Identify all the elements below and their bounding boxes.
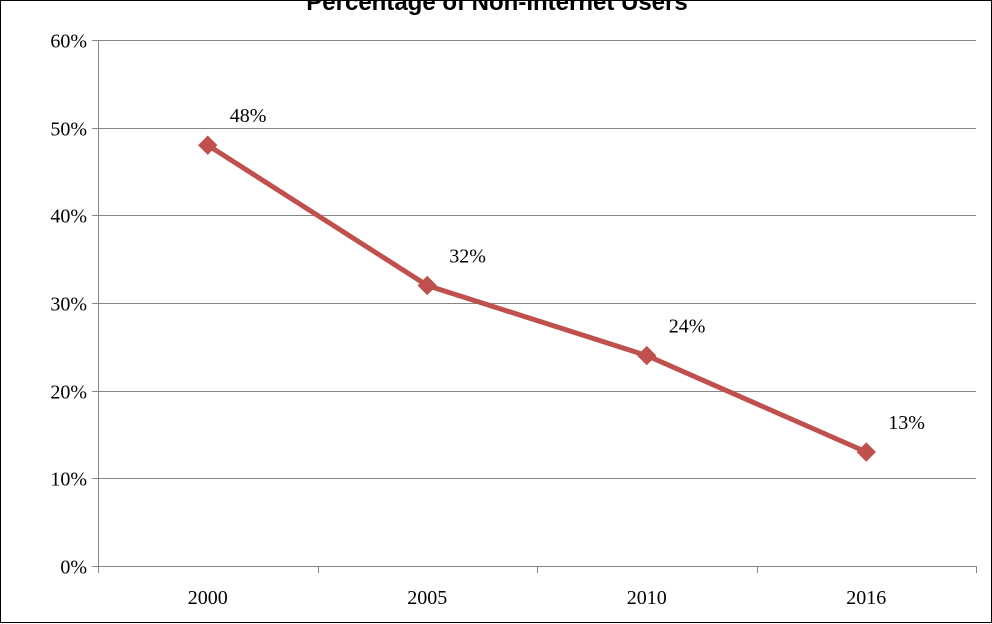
x-tick-label: 2016 — [846, 587, 886, 609]
data-point-2000 — [198, 135, 218, 155]
x-tick-label: 2005 — [407, 587, 447, 609]
x-tick-label: 2010 — [627, 587, 667, 609]
data-labels: 48% 32% 24% 13% — [230, 105, 925, 434]
y-tick-label: 20% — [50, 382, 87, 404]
data-label-2000: 48% — [230, 105, 267, 127]
series-line — [205, 142, 869, 455]
data-point-2005 — [417, 275, 437, 296]
x-tick-labels: 2000 2005 2010 2016 — [188, 587, 887, 609]
y-tick-label: 10% — [50, 469, 87, 491]
gridlines — [98, 40, 976, 479]
y-tick-labels: 0% 10% 20% 30% 40% 50% 60% — [50, 31, 87, 579]
data-label-2005: 32% — [449, 245, 486, 267]
data-point-2010 — [637, 345, 657, 366]
axes — [92, 40, 977, 573]
data-label-2016: 13% — [888, 412, 925, 434]
data-label-2010: 24% — [669, 316, 706, 338]
y-tick-label: 30% — [50, 294, 87, 316]
data-point-2016 — [856, 442, 876, 462]
y-tick-label: 50% — [50, 119, 87, 141]
y-tick-label: 60% — [50, 31, 87, 53]
y-tick-label: 40% — [50, 206, 87, 228]
x-tick-label: 2000 — [188, 587, 228, 609]
series-lines — [205, 142, 869, 455]
chart-title: Percentage of Non-Internet Users — [306, 0, 688, 16]
y-tick-label: 0% — [60, 557, 87, 579]
data-points — [198, 135, 876, 462]
